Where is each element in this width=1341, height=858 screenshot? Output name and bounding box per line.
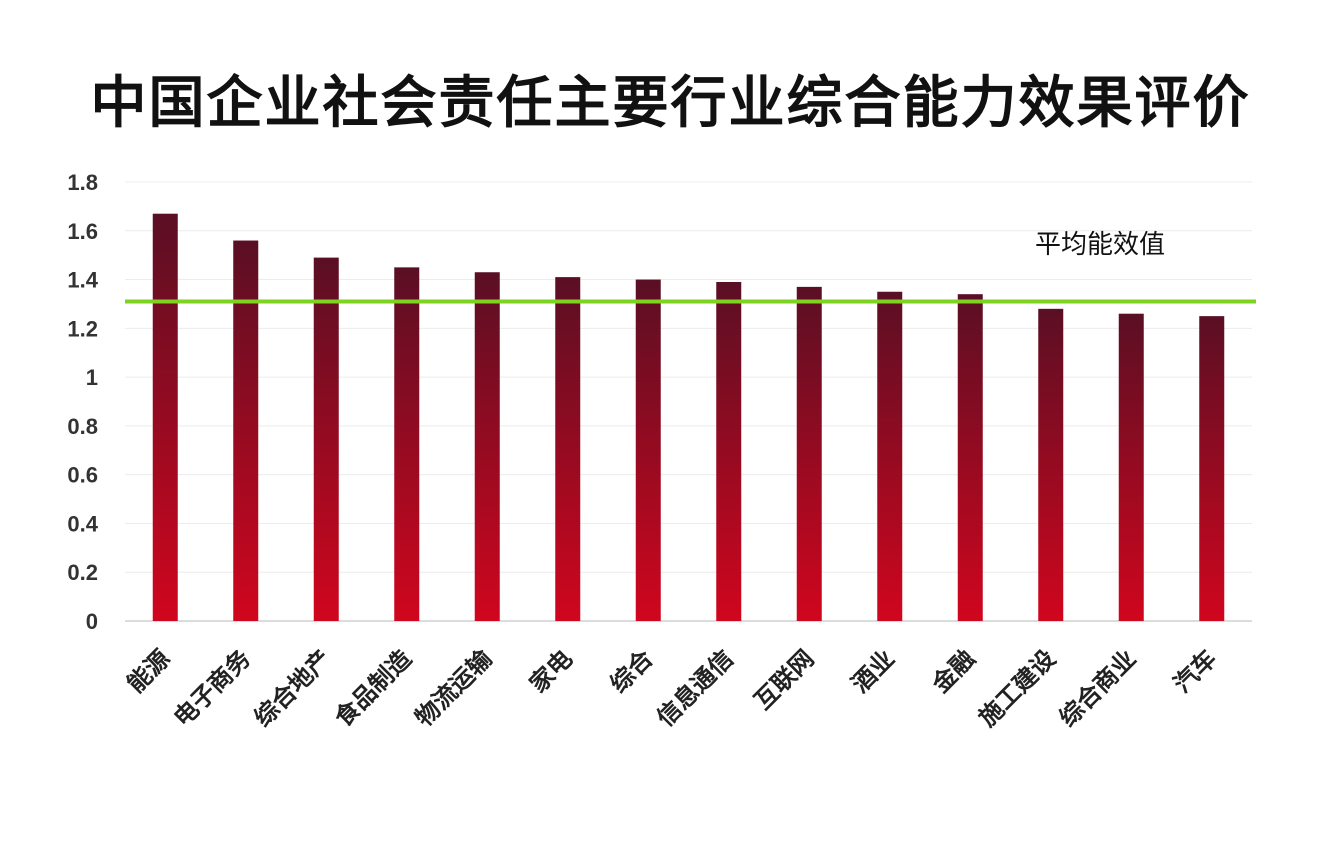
bar bbox=[152, 213, 178, 621]
x-tick-label: 食品制造 bbox=[329, 644, 417, 732]
bars bbox=[152, 213, 1225, 622]
x-tick-label: 信息通信 bbox=[651, 644, 739, 732]
x-tick-label: 综合地产 bbox=[249, 644, 337, 732]
bar bbox=[1038, 308, 1064, 621]
y-tick-label: 0.6 bbox=[67, 463, 98, 488]
chart-title: 中国企业社会责任主要行业综合能力效果评价 bbox=[90, 71, 1251, 136]
y-tick-label: 0.2 bbox=[67, 560, 98, 585]
average-reference-label: 平均能效值 bbox=[1035, 230, 1165, 260]
bar bbox=[394, 267, 420, 621]
x-tick-label: 酒业 bbox=[846, 644, 900, 698]
bar bbox=[796, 286, 822, 621]
bar bbox=[555, 277, 581, 621]
bar bbox=[1118, 313, 1144, 621]
y-tick-label: 1.2 bbox=[67, 316, 98, 341]
y-axis-ticks: 0 0.2 0.4 0.6 0.8 1 1.2 1.4 1.6 1.8 bbox=[67, 170, 98, 634]
gridlines bbox=[125, 181, 1252, 622]
x-tick-label: 施工建设 bbox=[973, 644, 1061, 732]
bar bbox=[1199, 316, 1225, 621]
y-tick-label: 0 bbox=[86, 609, 98, 634]
bar bbox=[877, 291, 903, 621]
x-tick-label: 金融 bbox=[926, 644, 980, 698]
x-tick-label: 综合 bbox=[605, 644, 659, 698]
bar bbox=[474, 272, 500, 621]
y-tick-label: 1 bbox=[86, 365, 98, 390]
y-tick-label: 0.4 bbox=[67, 511, 98, 536]
bar bbox=[635, 279, 661, 621]
x-tick-label: 互联网 bbox=[749, 644, 820, 715]
x-tick-label: 家电 bbox=[524, 644, 578, 698]
bar bbox=[313, 257, 339, 621]
x-tick-label: 物流运输 bbox=[410, 644, 498, 732]
y-tick-label: 1.6 bbox=[67, 219, 98, 244]
y-tick-label: 1.4 bbox=[67, 268, 98, 293]
reference-line-group: 平均能效值 bbox=[125, 230, 1256, 304]
bar bbox=[716, 281, 742, 621]
y-tick-label: 1.8 bbox=[67, 170, 98, 195]
x-tick-label: 能源 bbox=[122, 644, 176, 698]
x-tick-label: 电子商务 bbox=[168, 644, 256, 732]
bar bbox=[957, 294, 983, 621]
y-tick-label: 0.8 bbox=[67, 414, 98, 439]
bar bbox=[233, 240, 259, 622]
x-tick-label: 汽车 bbox=[1168, 644, 1222, 698]
x-tick-label: 综合商业 bbox=[1054, 644, 1142, 732]
